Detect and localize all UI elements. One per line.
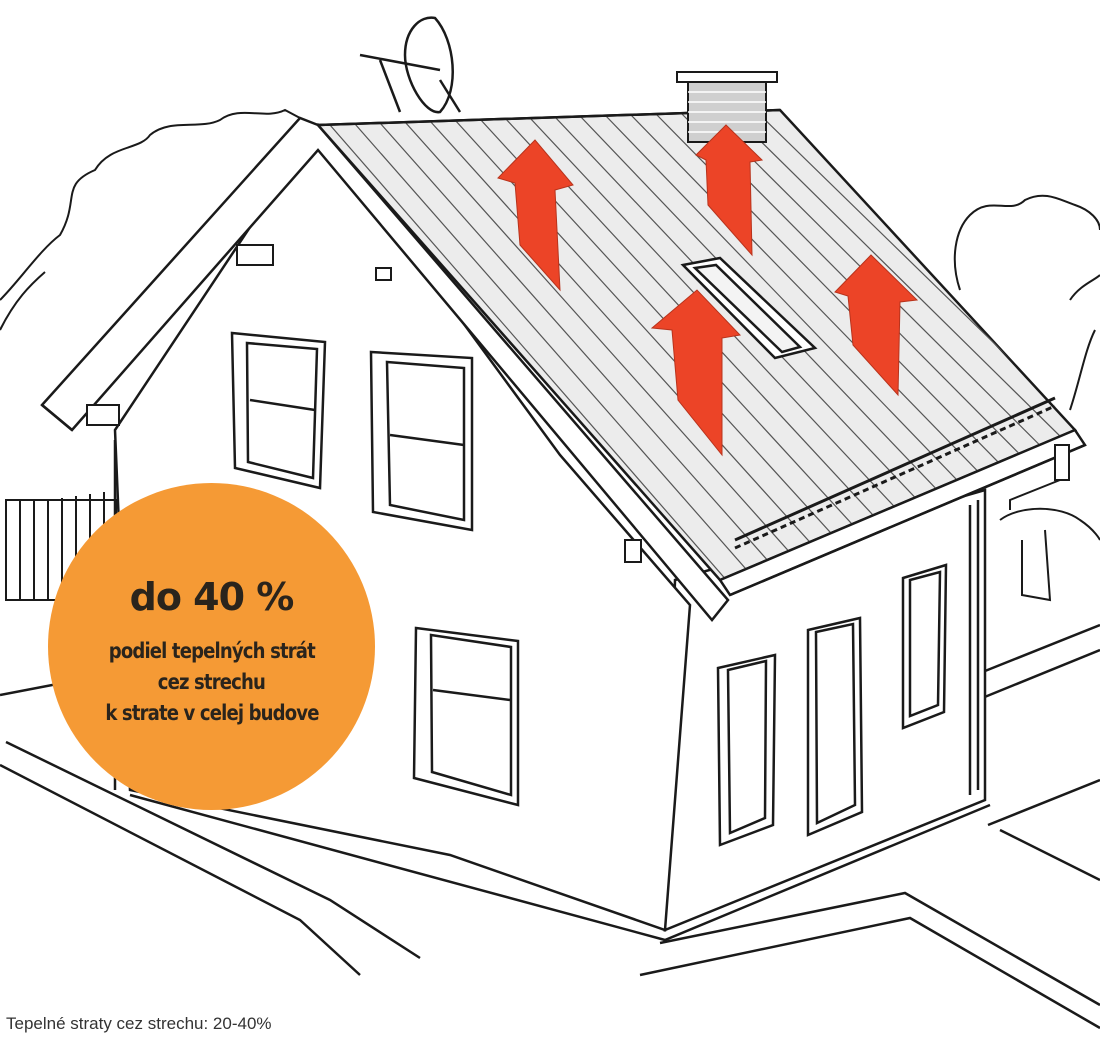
gable-fascia: [40, 116, 730, 622]
tree-right: [953, 194, 1100, 602]
badge-line-1: podiel tepelných strát: [108, 639, 315, 663]
ground-outline: [0, 623, 1100, 1030]
heat-arrow: [695, 124, 764, 257]
satellite-dish: [359, 16, 462, 114]
heat-arrow: [650, 289, 742, 457]
heat-loss-badge: do 40 % podiel tepelných strát cez strec…: [48, 483, 375, 810]
badge-line-2: cez strechu: [157, 670, 266, 694]
tree-left: [0, 108, 301, 331]
skylight: [680, 256, 818, 360]
badge-headline: do 40 %: [129, 575, 295, 619]
side-windows: [716, 563, 948, 847]
figure-caption: Tepelné straty cez strechu: 20-40%: [6, 1014, 272, 1033]
downpipe: [1009, 444, 1070, 510]
eave-brackets: [86, 244, 642, 563]
heat-arrow: [834, 254, 919, 397]
front-windows: [230, 331, 520, 807]
heat-arrow: [497, 139, 574, 292]
heat-arrows: [497, 124, 919, 457]
badge-line-3: k strate v celej budove: [104, 701, 319, 725]
snow-guard: [734, 396, 1056, 550]
